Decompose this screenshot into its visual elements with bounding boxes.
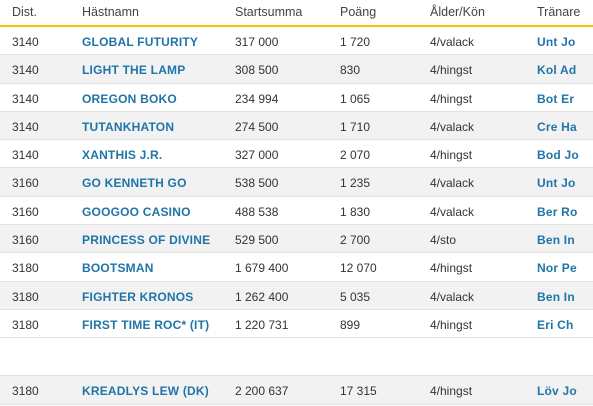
table-row: 3180 KREADLYS LEW (DK) 2 200 637 17 315 … — [0, 376, 593, 405]
row-spacer — [0, 338, 593, 377]
table-header: Dist. Hästnamn Startsumma Poäng Ålder/Kö… — [0, 0, 593, 27]
col-points[interactable]: Poäng — [340, 5, 377, 19]
cell-dist: 3140 — [12, 63, 39, 78]
trainer-link[interactable]: Cre Ha — [537, 119, 577, 134]
cell-sum: 327 000 — [235, 148, 279, 163]
cell-age: 4/hingst — [430, 63, 473, 78]
cell-dist: 3180 — [12, 384, 39, 399]
cell-points: 12 070 — [340, 261, 377, 276]
cell-dist: 3160 — [12, 233, 39, 248]
cell-sum: 538 500 — [235, 176, 279, 191]
cell-points: 17 315 — [340, 384, 377, 399]
table-row: 3160 GOOGOO CASINO 488 538 1 830 4/valac… — [0, 197, 593, 226]
cell-dist: 3180 — [12, 261, 39, 276]
horse-link[interactable]: FIRST TIME ROC* (IT) — [82, 317, 210, 332]
table-row: 3160 PRINCESS OF DIVINE 529 500 2 700 4/… — [0, 225, 593, 254]
cell-dist: 3140 — [12, 148, 39, 163]
cell-age: 4/valack — [430, 289, 475, 304]
trainer-link[interactable]: Ben In — [537, 233, 575, 248]
cell-sum: 274 500 — [235, 119, 279, 134]
cell-sum: 529 500 — [235, 233, 279, 248]
horse-link[interactable]: FIGHTER KRONOS — [82, 289, 194, 304]
trainer-link[interactable]: Ber Ro — [537, 204, 578, 219]
cell-points: 1 830 — [340, 204, 371, 219]
trainer-link[interactable]: Bod Jo — [537, 148, 579, 163]
horse-link[interactable]: KREADLYS LEW (DK) — [82, 384, 209, 399]
horse-link[interactable]: GO KENNETH GO — [82, 176, 187, 191]
cell-sum: 317 000 — [235, 35, 279, 49]
cell-sum: 234 994 — [235, 91, 279, 106]
cell-points: 5 035 — [340, 289, 371, 304]
cell-sum: 2 200 637 — [235, 384, 289, 399]
trainer-link[interactable]: Bot Er — [537, 91, 575, 106]
table-row: 3140 TUTANKHATON 274 500 1 710 4/valack … — [0, 111, 593, 141]
table-row: 3180 FIGHTER KRONOS 1 262 400 5 035 4/va… — [0, 281, 593, 310]
cell-sum: 1 220 731 — [235, 317, 289, 332]
cell-sum: 1 679 400 — [235, 261, 289, 276]
trainer-link[interactable]: Nor Pe — [537, 261, 577, 276]
cell-age: 4/valack — [430, 35, 475, 49]
horse-link[interactable]: BOOTSMAN — [82, 261, 154, 276]
cell-points: 830 — [340, 63, 361, 78]
cell-age: 4/sto — [430, 233, 457, 248]
horse-link[interactable]: PRINCESS OF DIVINE — [82, 233, 211, 248]
horse-link[interactable]: OREGON BOKO — [82, 91, 177, 106]
cell-age: 4/hingst — [430, 384, 473, 399]
cell-sum: 488 538 — [235, 204, 279, 219]
trainer-link[interactable]: Unt Jo — [537, 35, 576, 49]
col-name[interactable]: Hästnamn — [82, 5, 139, 19]
table-row: 3180 BOOTSMAN 1 679 400 12 070 4/hingst … — [0, 253, 593, 282]
cell-points: 1 235 — [340, 176, 371, 191]
trainer-link[interactable]: Unt Jo — [537, 176, 576, 191]
table-row: 3180 FIRST TIME ROC* (IT) 1 220 731 899 … — [0, 310, 593, 339]
cell-dist: 3160 — [12, 176, 39, 191]
trainer-link[interactable]: Kol Ad — [537, 63, 577, 78]
cell-dist: 3140 — [12, 35, 39, 49]
cell-points: 1 720 — [340, 35, 371, 49]
cell-age: 4/hingst — [430, 261, 473, 276]
table-row: 3140 LIGHT THE LAMP 308 500 830 4/hingst… — [0, 55, 593, 84]
cell-points: 899 — [340, 317, 361, 332]
horse-link[interactable]: TUTANKHATON — [82, 119, 175, 134]
table-row: 3140 OREGON BOKO 234 994 1 065 4/hingst … — [0, 84, 593, 112]
col-trainer[interactable]: Tränare — [537, 5, 581, 19]
cell-dist: 3180 — [12, 289, 39, 304]
cell-age: 4/hingst — [430, 91, 473, 106]
table-row: 3140 GLOBAL FUTURITY 317 000 1 720 4/val… — [0, 27, 593, 56]
cell-points: 2 070 — [340, 148, 371, 163]
cell-sum: 1 262 400 — [235, 289, 289, 304]
horse-link[interactable]: XANTHIS J.R. — [82, 148, 163, 163]
trainer-link[interactable]: Ben In — [537, 289, 575, 304]
col-sum[interactable]: Startsumma — [235, 5, 303, 19]
cell-dist: 3140 — [12, 119, 39, 134]
trainer-link[interactable]: Eri Ch — [537, 317, 574, 332]
horse-link[interactable]: LIGHT THE LAMP — [82, 63, 186, 78]
horse-link[interactable]: GOOGOO CASINO — [82, 204, 191, 219]
cell-age: 4/valack — [430, 204, 475, 219]
table-row: 3160 GO KENNETH GO 538 500 1 235 4/valac… — [0, 168, 593, 197]
horse-link[interactable]: GLOBAL FUTURITY — [82, 35, 199, 49]
cell-points: 1 065 — [340, 91, 371, 106]
cell-dist: 3140 — [12, 91, 39, 106]
cell-age: 4/hingst — [430, 148, 473, 163]
table-row: 3140 XANTHIS J.R. 327 000 2 070 4/hingst… — [0, 140, 593, 169]
cell-sum: 308 500 — [235, 63, 279, 78]
cell-dist: 3180 — [12, 317, 39, 332]
cell-dist: 3160 — [12, 204, 39, 219]
trainer-link[interactable]: Löv Jo — [537, 384, 577, 399]
cell-age: 4/valack — [430, 119, 475, 134]
cell-age: 4/valack — [430, 176, 475, 191]
cell-age: 4/hingst — [430, 317, 473, 332]
cell-points: 1 710 — [340, 119, 371, 134]
col-age[interactable]: Ålder/Kön — [430, 5, 485, 19]
col-dist[interactable]: Dist. — [12, 5, 37, 19]
cell-points: 2 700 — [340, 233, 371, 248]
